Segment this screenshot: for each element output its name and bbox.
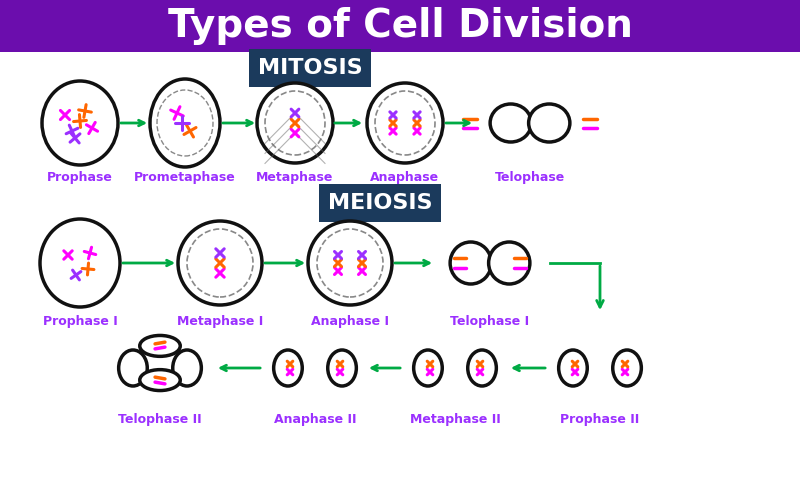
Text: MITOSIS: MITOSIS	[258, 58, 362, 78]
Text: Telophase: Telophase	[495, 171, 565, 185]
Text: Metaphase II: Metaphase II	[410, 413, 500, 426]
Ellipse shape	[178, 221, 262, 305]
Ellipse shape	[468, 350, 496, 386]
Ellipse shape	[529, 104, 570, 142]
Ellipse shape	[308, 221, 392, 305]
Ellipse shape	[613, 350, 642, 386]
Text: Types of Cell Division: Types of Cell Division	[167, 7, 633, 45]
Ellipse shape	[140, 369, 180, 391]
Ellipse shape	[173, 350, 202, 386]
FancyBboxPatch shape	[0, 0, 800, 52]
Text: Anaphase: Anaphase	[370, 171, 439, 185]
Ellipse shape	[257, 83, 333, 163]
Text: Prophase: Prophase	[47, 171, 113, 185]
Ellipse shape	[274, 350, 302, 386]
Text: Telophase II: Telophase II	[118, 413, 202, 426]
Ellipse shape	[367, 83, 443, 163]
Text: Metaphase: Metaphase	[256, 171, 334, 185]
Text: Anaphase I: Anaphase I	[311, 314, 389, 327]
Ellipse shape	[328, 350, 356, 386]
Text: Prophase I: Prophase I	[42, 314, 118, 327]
Ellipse shape	[414, 350, 442, 386]
Ellipse shape	[140, 336, 180, 356]
Ellipse shape	[558, 350, 587, 386]
Ellipse shape	[490, 104, 531, 142]
Text: Prophase II: Prophase II	[560, 413, 640, 426]
Text: Prometaphase: Prometaphase	[134, 171, 236, 185]
Text: Telophase I: Telophase I	[450, 314, 530, 327]
Ellipse shape	[450, 242, 491, 284]
Ellipse shape	[150, 79, 220, 167]
Text: MEIOSIS: MEIOSIS	[328, 193, 432, 213]
Text: Anaphase II: Anaphase II	[274, 413, 356, 426]
Text: Metaphase I: Metaphase I	[177, 314, 263, 327]
Ellipse shape	[489, 242, 530, 284]
Ellipse shape	[42, 81, 118, 165]
Ellipse shape	[118, 350, 147, 386]
Ellipse shape	[40, 219, 120, 307]
